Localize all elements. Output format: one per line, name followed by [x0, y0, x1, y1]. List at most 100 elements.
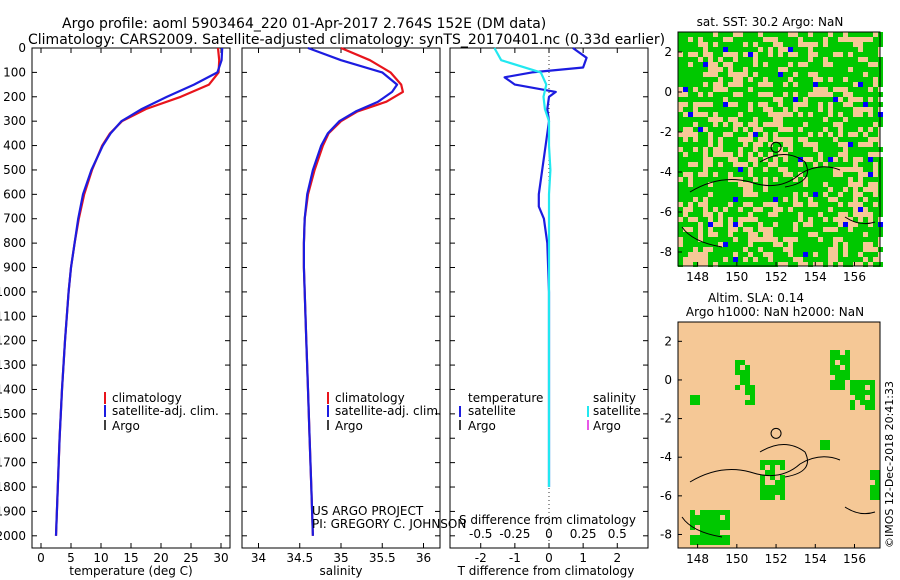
sst-cell: [848, 257, 853, 262]
sst-cell: [693, 72, 698, 77]
sst-cell: [828, 52, 833, 57]
sst-cell: [793, 47, 798, 52]
sst-cell: [848, 47, 853, 52]
sst-cell: [818, 227, 823, 232]
sst-cell: [838, 232, 843, 237]
sla-cell: [765, 485, 770, 490]
salinity-panel-frame: [241, 47, 441, 549]
sst-cell: [863, 222, 868, 227]
sst-cell: [678, 42, 683, 47]
sst-cell: [778, 177, 783, 182]
sst-cell: [758, 252, 763, 257]
sst-cell: [743, 117, 748, 122]
sst-cell: [678, 137, 683, 142]
sst-cell: [798, 107, 803, 112]
sst-cell: [808, 187, 813, 192]
sst-cell: [698, 182, 703, 187]
sst-cell: [773, 67, 778, 72]
temperature-plot: 0 5 10 15 20 25 30: [37, 47, 229, 565]
sst-cell: [743, 197, 748, 202]
sst-cell: [723, 187, 728, 192]
sst-cell: [763, 257, 768, 262]
sst-cell: [748, 97, 753, 102]
sst-cell: [823, 107, 828, 112]
sst-cell: [758, 97, 763, 102]
sst-cell: [693, 47, 698, 52]
sst-cell: [823, 252, 828, 257]
sst-cell: [738, 157, 743, 162]
sst-cell: [713, 97, 718, 102]
sst-cell: [873, 127, 878, 132]
sst-cell: [833, 222, 838, 227]
sst-cell: [778, 232, 783, 237]
sst-cell: [718, 197, 723, 202]
sst-cell: [853, 242, 858, 247]
sst-cell: [738, 132, 743, 137]
sst-cell: [773, 87, 778, 92]
sst-cell: [688, 77, 693, 82]
sst-cell: [793, 167, 798, 172]
sla-cell: [845, 360, 850, 365]
sst-cell: [718, 42, 723, 47]
sst-cell: [823, 67, 828, 72]
sst-cell: [843, 257, 848, 262]
sst-cell: [808, 262, 813, 267]
sst-cell: [843, 202, 848, 207]
sst-cell: [833, 107, 838, 112]
sst-cell: [863, 67, 868, 72]
sla-cell: [830, 380, 835, 385]
sst-cell: [768, 67, 773, 72]
sst-cell: [778, 187, 783, 192]
sst-cell: [823, 142, 828, 147]
sst-cell: [703, 92, 708, 97]
sst-cell: [848, 207, 853, 212]
sst-cell: [783, 122, 788, 127]
sst-cell: [833, 37, 838, 42]
sst-cell: [803, 197, 808, 202]
sst-cell: [688, 197, 693, 202]
sst-cell: [763, 247, 768, 252]
sst-cell: [693, 212, 698, 217]
sst-cell: [823, 102, 828, 107]
sst-cell: [733, 217, 738, 222]
sst-cell: [863, 217, 868, 222]
sst-cell: [688, 137, 693, 142]
sst-cell: [703, 192, 708, 197]
sst-cell: [818, 217, 823, 222]
sst-cell: [793, 152, 798, 157]
sst-cell: [803, 162, 808, 167]
sst-cell: [788, 107, 793, 112]
sst-cell: [808, 77, 813, 82]
map-x-tick-label: 156: [843, 270, 866, 284]
sst-cell: [808, 127, 813, 132]
sst-cell: [768, 147, 773, 152]
sst-cell: [773, 192, 778, 197]
sst-cell: [818, 122, 823, 127]
sst-cell: [798, 32, 803, 37]
sst-cell: [833, 152, 838, 157]
sst-cell: [818, 67, 823, 72]
sst-cell: [803, 257, 808, 262]
sst-cell: [833, 117, 838, 122]
sst-cell: [803, 117, 808, 122]
sst-cell: [868, 92, 873, 97]
sst-cell: [823, 172, 828, 177]
sst-cell: [698, 82, 703, 87]
sst-cell: [773, 62, 778, 67]
map-y-tick-label: -2: [660, 125, 672, 139]
sst-cell: [683, 77, 688, 82]
sst-cell: [743, 167, 748, 172]
depth-tick-label: 400: [3, 139, 26, 153]
sst-cell: [733, 187, 738, 192]
sst-cell: [718, 92, 723, 97]
sst-cell: [783, 212, 788, 217]
sst-cell: [763, 172, 768, 177]
sst-cell: [748, 112, 753, 117]
sst-cell: [798, 52, 803, 57]
sst-cell: [758, 232, 763, 237]
sst-cell: [873, 207, 878, 212]
sst-cell: [768, 137, 773, 142]
sst-cell: [863, 152, 868, 157]
sst-cell: [858, 257, 863, 262]
sst-cell: [758, 112, 763, 117]
